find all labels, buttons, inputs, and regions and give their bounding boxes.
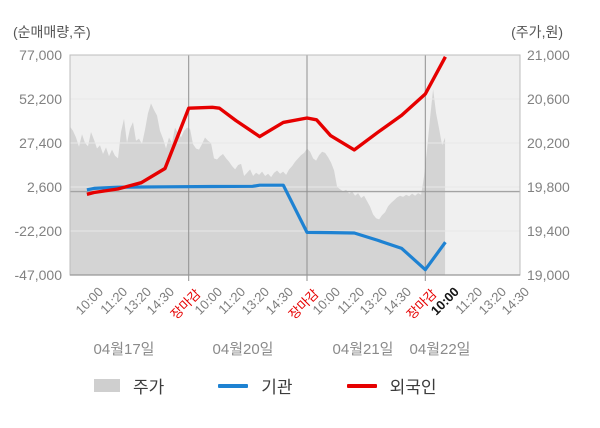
left-axis-tick-label: 52,200 (19, 91, 62, 107)
left-axis-tick-label: -22,200 (14, 223, 62, 239)
left-axis-title: (순매매량,주) (13, 24, 91, 40)
right-axis-tick-label: 20,600 (527, 91, 570, 107)
right-axis-tick-label: 19,800 (527, 179, 570, 195)
right-axis-tick-label: 21,000 (527, 47, 570, 63)
x-date-label: 04월20일 (212, 341, 274, 358)
price-area-swatch-icon (94, 379, 120, 392)
left-axis-tick-label: 27,400 (19, 135, 62, 151)
legend-label-institution: 기관 (261, 378, 293, 397)
x-date-label: 04월22일 (409, 341, 471, 358)
legend-item-foreign: 외국인 (346, 373, 437, 398)
right-axis-tick-label: 20,200 (527, 135, 570, 151)
right-axis-tick-label: 19,000 (527, 267, 570, 283)
legend-label-foreign: 외국인 (389, 378, 437, 397)
institution-line-series (86, 183, 447, 272)
legend-item-price: 주가 (94, 373, 164, 398)
x-date-label: 04월17일 (93, 341, 155, 358)
legend-label-price: 주가 (133, 378, 165, 397)
left-axis-tick-label: -47,000 (14, 267, 62, 283)
right-axis-tick-label: 19,400 (527, 223, 570, 239)
price-area-series (70, 89, 446, 275)
left-axis-tick-label: 2,600 (26, 179, 62, 195)
right-axis-title: (주가,원) (511, 24, 563, 40)
left-axis-tick-label: 77,000 (19, 47, 62, 63)
x-date-label: 04월21일 (332, 341, 394, 358)
foreign-line-swatch-icon (346, 383, 377, 388)
legend-item-institution: 기관 (218, 373, 293, 398)
institution-line-swatch-icon (218, 383, 249, 388)
chart-legend: 주가 기관 외국인 (94, 373, 436, 398)
foreign-line-series (86, 55, 447, 196)
